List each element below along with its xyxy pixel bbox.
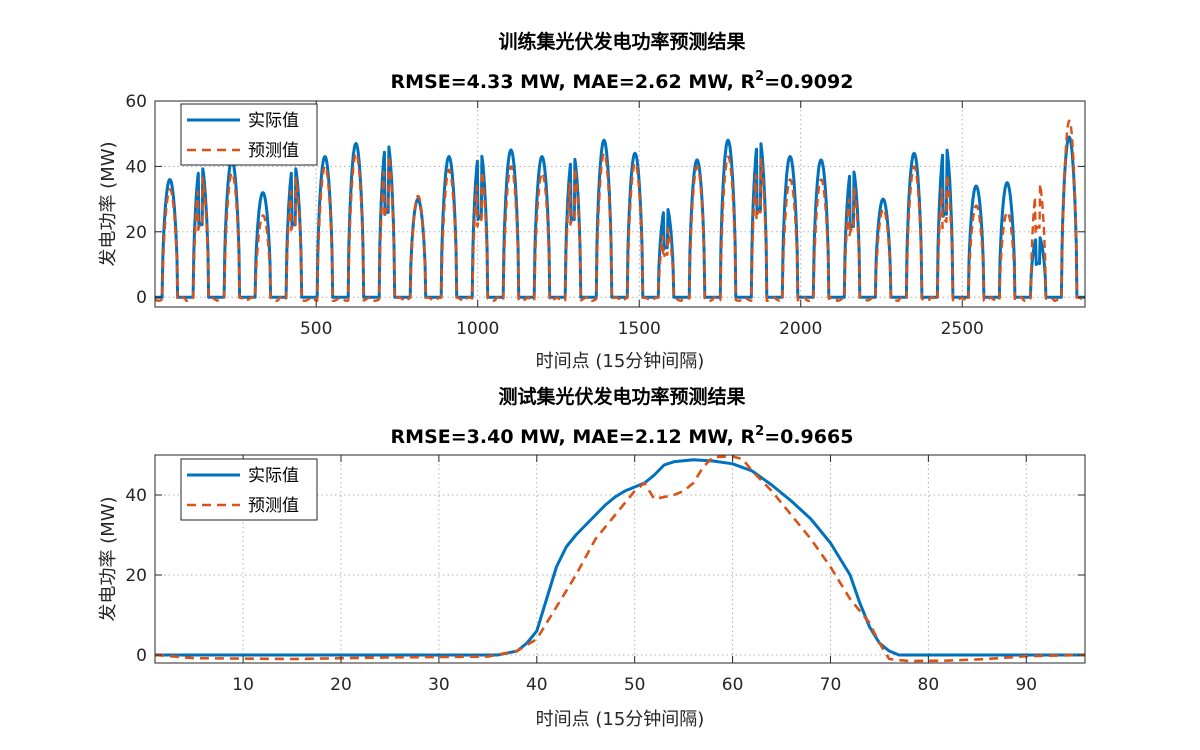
testing-chart-metrics: RMSE=3.40 MW, MAE=2.12 MW, R2=0.9665 — [391, 424, 854, 448]
testing-xtick-label: 60 — [722, 675, 744, 695]
training-ytick-label: 60 — [125, 92, 147, 112]
training-legend-box — [180, 103, 318, 166]
training-r2-value: =0.9092 — [764, 71, 853, 93]
training-xtick-label: 2000 — [779, 319, 822, 339]
testing-r2-sup: 2 — [755, 424, 764, 439]
testing-legend-pred: 预测值 — [248, 496, 299, 516]
testing-xtick-label: 70 — [820, 675, 842, 695]
training-chart-title: 训练集光伏发电功率预测结果 — [498, 30, 745, 53]
testing-chart-title: 测试集光伏发电功率预测结果 — [498, 385, 745, 408]
training-pred-line — [154, 119, 1086, 302]
training-xtick-label: 500 — [300, 319, 332, 339]
testing-legend: 实际值 预测值 — [180, 458, 318, 521]
testing-actual-line — [155, 458, 1085, 657]
training-ytick-label: 20 — [125, 223, 147, 243]
testing-rmse: RMSE=3.40 MW — [391, 426, 561, 448]
testing-ytick-label: 0 — [136, 646, 147, 666]
testing-axes-box — [154, 454, 1086, 664]
testing-legend-box — [180, 458, 318, 521]
testing-ticks: 10 20 30 40 50 60 70 80 90 0 20 40 — [125, 455, 1085, 695]
testing-mae: MAE=2.12 MW — [572, 426, 728, 448]
training-r2-label: R — [741, 71, 756, 93]
training-legend-pred: 预测值 — [248, 141, 299, 161]
testing-xtick-label: 20 — [330, 675, 352, 695]
testing-pred-line — [154, 455, 1086, 663]
testing-xtick-label: 50 — [624, 675, 646, 695]
testing-xtick-label: 90 — [1015, 675, 1037, 695]
testing-xtick-label: 40 — [526, 675, 548, 695]
testing-legend-actual: 实际值 — [248, 466, 299, 486]
testing-ylabel: 发电功率 (MW) — [98, 496, 119, 621]
testing-series — [154, 455, 1086, 663]
training-axes-box — [154, 100, 1086, 308]
training-chart-metrics: RMSE=4.33 MW, MAE=2.62 MW, R2=0.9092 — [391, 69, 854, 93]
training-mae: MAE=2.62 MW — [572, 71, 728, 93]
training-ylabel: 发电功率 (MW) — [98, 141, 119, 266]
testing-xtick-label: 10 — [232, 675, 254, 695]
training-ytick-label: 40 — [125, 157, 147, 177]
testing-xtick-label: 30 — [428, 675, 450, 695]
training-legend-actual: 实际值 — [248, 111, 299, 131]
training-xtick-label: 2500 — [941, 319, 984, 339]
training-legend: 实际值 预测值 — [180, 103, 318, 166]
training-ytick-label: 0 — [136, 288, 147, 308]
training-ticks: 500 1000 1500 2000 2500 0 20 40 60 — [125, 92, 1085, 339]
training-series — [154, 119, 1086, 302]
training-xtick-label: 1500 — [618, 319, 661, 339]
training-r2-sup: 2 — [755, 69, 764, 84]
testing-xtick-label: 80 — [918, 675, 940, 695]
testing-ytick-label: 40 — [125, 486, 147, 506]
testing-r2-value: =0.9665 — [764, 426, 853, 448]
testing-xlabel: 时间点 (15分钟间隔) — [536, 709, 705, 730]
training-xlabel: 时间点 (15分钟间隔) — [536, 351, 705, 372]
training-chart: 训练集光伏发电功率预测结果 RMSE=4.33 MW, MAE=2.62 MW,… — [98, 30, 1086, 372]
testing-chart: 测试集光伏发电功率预测结果 RMSE=3.40 MW, MAE=2.12 MW,… — [98, 385, 1086, 730]
testing-ytick-label: 20 — [125, 566, 147, 586]
testing-r2-label: R — [741, 426, 756, 448]
training-rmse: RMSE=4.33 MW — [391, 71, 561, 93]
training-xtick-label: 1000 — [456, 319, 499, 339]
